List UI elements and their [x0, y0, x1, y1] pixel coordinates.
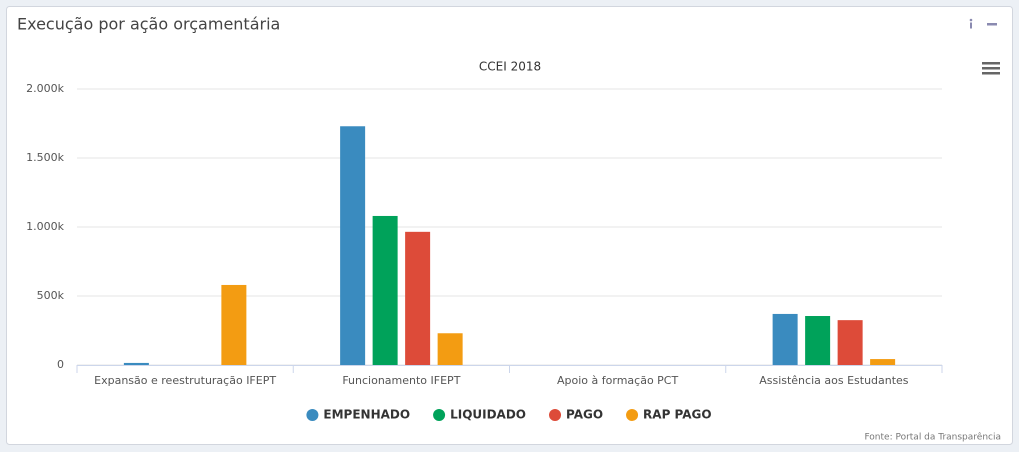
bar [123, 362, 149, 365]
legend-label: RAP PAGO [643, 408, 712, 422]
bar [221, 284, 247, 365]
legend-marker [549, 409, 562, 421]
panel-title: Execução por ação orçamentária [17, 15, 280, 34]
bar [405, 231, 431, 365]
menu-bar [982, 62, 1000, 65]
legend-marker [626, 409, 639, 421]
menu-button[interactable] [982, 62, 1000, 75]
menu-bar [982, 72, 1000, 75]
collapse-button[interactable] [987, 23, 997, 26]
source-note: Fonte: Portal da Transparência [864, 432, 1001, 443]
menu-bar [982, 67, 1000, 70]
legend-label: PAGO [566, 408, 603, 422]
bar [837, 320, 863, 365]
y-tick-label: 500k [37, 289, 65, 302]
bar [805, 316, 831, 365]
info-dot [969, 18, 973, 22]
legend-marker [433, 409, 446, 421]
y-tick-label: 2.000k [26, 82, 64, 95]
legend-label: EMPENHADO [323, 408, 410, 422]
x-tick-label: Assistência aos Estudantes [759, 374, 909, 387]
legend-label: LIQUIDADO [450, 408, 526, 422]
panel [6, 6, 1013, 445]
y-tick-label: 1.500k [26, 151, 64, 164]
bar [870, 359, 896, 365]
y-tick-label: 0 [57, 358, 64, 371]
chart-title: CCEI 2018 [479, 60, 541, 74]
legend-marker [306, 409, 319, 421]
x-tick-label: Expansão e reestruturação IFEPT [94, 374, 276, 387]
y-tick-label: 1.000k [26, 220, 64, 233]
x-tick-label: Funcionamento IFEPT [342, 374, 460, 387]
x-tick-label: Apoio à formação PCT [557, 374, 678, 387]
bar [437, 333, 463, 365]
bar [372, 215, 398, 365]
info-button[interactable] [968, 18, 974, 32]
bar [340, 126, 366, 365]
bar [772, 313, 798, 365]
info-stem [970, 22, 972, 29]
